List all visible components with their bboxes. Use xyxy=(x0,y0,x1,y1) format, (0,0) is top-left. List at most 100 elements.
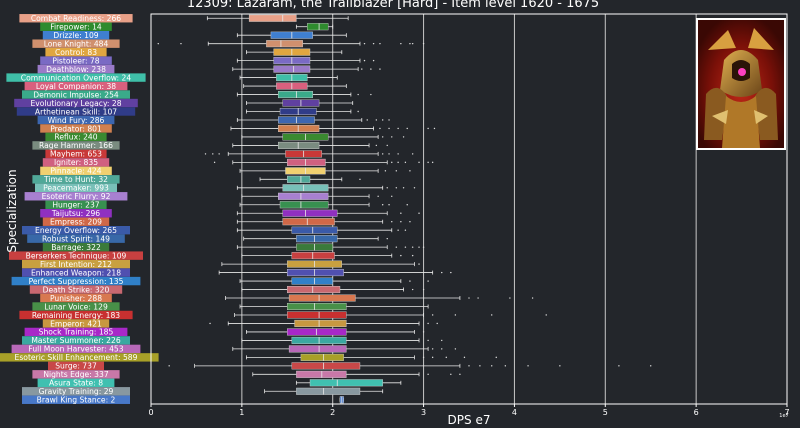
category-label: Hunger: 237 xyxy=(52,201,99,210)
category-label-bg xyxy=(42,30,110,40)
category-label-bg xyxy=(40,293,112,303)
outlier-point xyxy=(409,170,411,172)
box-1 xyxy=(295,23,334,31)
category-label: Wind Fury: 286 xyxy=(48,116,105,125)
outlier-point xyxy=(388,204,390,206)
box-iqr xyxy=(287,175,311,183)
box-40 xyxy=(245,353,497,361)
plot-frame xyxy=(150,13,788,405)
box-45 xyxy=(339,396,345,404)
outlier-point xyxy=(213,161,216,164)
box-20 xyxy=(236,184,416,192)
category-label-bg xyxy=(42,319,110,328)
outlier-point xyxy=(363,59,366,62)
category-label-bg xyxy=(24,81,128,91)
category-label-bg xyxy=(19,14,133,23)
box-iqr xyxy=(300,353,344,361)
category-label: Rage Hammer: 166 xyxy=(39,141,113,150)
box-iqr xyxy=(291,362,361,370)
outlier-point xyxy=(422,42,425,45)
outlier-point xyxy=(379,68,381,70)
box-30 xyxy=(218,269,452,277)
outlier-point xyxy=(427,280,429,282)
category-label-bg xyxy=(35,183,117,193)
y-axis-label: Specialization xyxy=(5,169,19,252)
box-iqr xyxy=(294,319,347,327)
outlier-point xyxy=(402,136,405,138)
outlier-point xyxy=(463,356,466,359)
category-label: Brawl King Stance: 2 xyxy=(37,396,116,405)
category-label-bg xyxy=(37,64,115,74)
x-tick-label: 0 xyxy=(148,408,153,417)
outlier-point xyxy=(395,170,398,172)
box-43 xyxy=(295,379,402,387)
category-label: Taijutsu: 296 xyxy=(51,209,100,218)
category-label: Surge: 737 xyxy=(55,362,97,371)
box-13 xyxy=(230,124,436,132)
outlier-point xyxy=(468,365,470,367)
x-tick-label: 5 xyxy=(603,408,608,417)
box-iqr xyxy=(287,269,344,277)
category-label: Remaining Energy: 183 xyxy=(32,311,120,320)
box-29 xyxy=(221,260,420,268)
outlier-point xyxy=(454,314,457,316)
outlier-point xyxy=(388,127,390,130)
box-15 xyxy=(232,141,388,149)
outlier-point xyxy=(411,246,414,248)
category-label: Master Summoner: 226 xyxy=(31,336,121,345)
box-0 xyxy=(206,14,349,22)
box-21 xyxy=(241,192,393,200)
box-iqr xyxy=(279,201,329,209)
outlier-point xyxy=(375,144,378,147)
category-label: Igniter: 835 xyxy=(54,158,98,167)
box-iqr xyxy=(282,218,335,226)
outlier-point xyxy=(404,161,407,164)
x-tick-label: 4 xyxy=(512,408,517,417)
box-iqr xyxy=(282,184,329,192)
category-label-bg xyxy=(11,276,141,286)
box-iqr xyxy=(287,311,347,319)
box-38 xyxy=(241,336,443,344)
outlier-point xyxy=(370,93,372,96)
outlier-point xyxy=(402,187,405,189)
outlier-point xyxy=(427,339,429,342)
outlier-point xyxy=(397,153,399,155)
outlier-point xyxy=(400,221,402,223)
outlier-point xyxy=(395,187,398,189)
category-label-bg xyxy=(22,225,130,235)
box-28 xyxy=(241,252,414,260)
category-label: Robust Spirit: 149 xyxy=(42,234,110,243)
outlier-point xyxy=(397,229,399,231)
category-label: Lone Knight: 484 xyxy=(44,39,109,48)
outlier-point xyxy=(409,280,411,282)
outlier-point xyxy=(418,161,420,164)
x-axis-label: DPS e7 xyxy=(448,413,491,427)
outlier-point xyxy=(459,373,461,376)
outlier-point xyxy=(441,271,443,274)
outlier-point xyxy=(391,195,393,197)
outlier-point xyxy=(357,93,359,96)
category-label: Predator: 801 xyxy=(50,124,102,133)
box-iqr xyxy=(287,328,347,336)
box-33 xyxy=(225,294,534,302)
outlier-point xyxy=(377,195,379,197)
outlier-point xyxy=(157,42,159,45)
category-label: Death Strike: 320 xyxy=(43,285,110,294)
category-label: Enhanced Weapon: 218 xyxy=(31,268,121,277)
category-label-bg xyxy=(22,336,130,345)
outlier-point xyxy=(479,365,481,367)
x-tick-label: 6 xyxy=(694,408,699,417)
outlier-point xyxy=(504,365,507,367)
outlier-point xyxy=(495,356,497,359)
outlier-point xyxy=(433,127,436,130)
category-label-bg xyxy=(6,73,146,82)
category-label: Control: 83 xyxy=(55,48,97,57)
outlier-point xyxy=(441,339,443,342)
box-iqr xyxy=(307,23,329,31)
box-22 xyxy=(239,201,408,209)
box-iqr xyxy=(266,40,303,48)
box-iqr xyxy=(248,14,297,22)
category-label: Loyal Companion: 38 xyxy=(36,82,116,91)
